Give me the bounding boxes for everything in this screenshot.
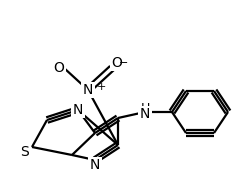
Text: N: N [140, 107, 150, 121]
Text: +: + [96, 82, 106, 92]
Text: O: O [112, 56, 122, 70]
Text: O: O [54, 61, 65, 75]
Text: N: N [73, 103, 83, 117]
Text: S: S [20, 145, 28, 159]
Text: N: N [83, 83, 93, 97]
Text: −: − [119, 58, 129, 68]
Text: H: H [140, 101, 150, 115]
Text: N: N [90, 158, 100, 172]
